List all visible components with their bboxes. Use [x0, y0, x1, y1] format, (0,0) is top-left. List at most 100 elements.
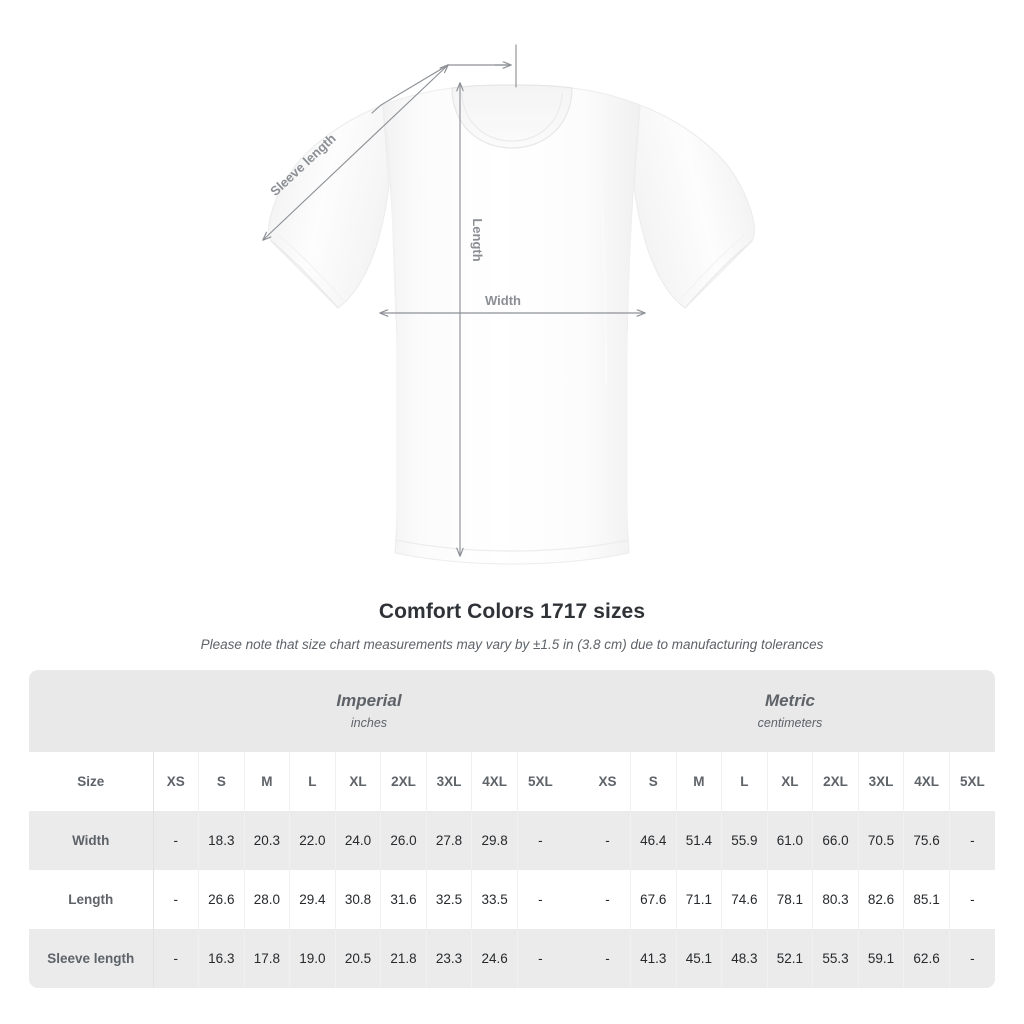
cell-width-imperial-s: 18.3 [198, 811, 245, 870]
right-sleeve-hem-inner [678, 233, 747, 302]
length-label: Length [470, 218, 485, 261]
cell-sleeve-length-metric-2xl: 55.3 [812, 929, 859, 988]
size-column-header-xs-metric: XS [584, 752, 631, 811]
unit-banner-metric: Metric centimeters [584, 670, 995, 752]
size-header-label: Size [29, 752, 153, 811]
cell-sleeve-length-imperial-3xl: 23.3 [425, 929, 472, 988]
cell-sleeve-length-imperial-2xl: 21.8 [380, 929, 427, 988]
unit-banner-imperial: Imperial inches [153, 670, 585, 752]
cell-width-metric-s: 46.4 [630, 811, 677, 870]
row-label-length: Length [29, 870, 153, 929]
cell-width-imperial-4xl: 29.8 [471, 811, 518, 870]
cell-length-imperial-5xl: - [516, 870, 563, 929]
cell-sleeve-length-metric-xl: 52.1 [766, 929, 813, 988]
unit-subtitle: centimeters [757, 716, 823, 730]
size-column-header-xl-metric: XL [766, 752, 813, 811]
size-column-header-s-metric: S [630, 752, 677, 811]
shirt-body [382, 84, 641, 565]
size-column-header-5xl-imperial: 5XL [516, 752, 563, 811]
cell-width-metric-2xl: 66.0 [812, 811, 859, 870]
tolerance-note: Please note that size chart measurements… [200, 637, 824, 652]
cell-width-imperial-5xl: - [516, 811, 563, 870]
cell-sleeve-length-imperial-5xl: - [516, 929, 563, 988]
section-gap [562, 870, 585, 929]
cell-sleeve-length-imperial-s: 16.3 [198, 929, 245, 988]
size-column-header-3xl-metric: 3XL [857, 752, 904, 811]
tshirt-graphic [268, 84, 755, 565]
tshirt-illustration: Sleeve length Length Width [0, 44, 755, 565]
table-row: Sleeve length -16.3 17.8 19.0 20.5 21.8 23.3 24… [29, 929, 995, 988]
cell-width-metric-xs: - [584, 811, 631, 870]
cell-sleeve-length-metric-s: 41.3 [630, 929, 677, 988]
right-sleeve [633, 104, 755, 309]
unit-banner-spacer [29, 670, 153, 752]
size-column-header-m-metric: M [675, 752, 722, 811]
measurement-annotations [263, 44, 645, 556]
cell-length-imperial-m: 28.0 [243, 870, 290, 929]
cell-width-imperial-l: 22.0 [289, 811, 336, 870]
left-sleeve-hem [270, 240, 339, 309]
width-label: Width [485, 293, 521, 308]
section-gap [562, 752, 585, 811]
cell-sleeve-length-metric-3xl: 59.1 [857, 929, 904, 988]
title-block: Comfort Colors 1717 sizes Please note th… [0, 598, 1024, 653]
cell-length-metric-4xl: 85.1 [903, 870, 950, 929]
cell-length-metric-m: 71.1 [675, 870, 722, 929]
unit-name: Metric [764, 691, 816, 710]
cell-sleeve-length-imperial-4xl: 24.6 [471, 929, 518, 988]
size-header-row: Size XS S M L XL 2XL 3XL 4XL 5XL XS S M L XL 2XL 3XL 4XL 5… [29, 752, 995, 811]
cell-length-imperial-2xl: 31.6 [380, 870, 427, 929]
cell-sleeve-length-metric-l: 48.3 [721, 929, 768, 988]
cell-sleeve-length-metric-4xl: 62.6 [903, 929, 950, 988]
cell-length-imperial-xl: 30.8 [334, 870, 381, 929]
size-column-header-4xl-metric: 4XL [903, 752, 950, 811]
cell-width-imperial-xs: - [152, 811, 199, 870]
size-column-header-m-imperial: M [243, 752, 290, 811]
cell-width-metric-3xl: 70.5 [857, 811, 904, 870]
cell-length-metric-5xl: - [948, 870, 995, 929]
size-column-header-3xl-imperial: 3XL [425, 752, 472, 811]
cell-length-metric-s: 67.6 [630, 870, 677, 929]
size-column-header-l-imperial: L [289, 752, 336, 811]
size-column-header-2xl-imperial: 2XL [380, 752, 427, 811]
section-gap [562, 929, 585, 988]
cell-width-metric-m: 51.4 [675, 811, 722, 870]
cell-width-metric-5xl: - [948, 811, 995, 870]
cell-width-imperial-2xl: 26.0 [380, 811, 427, 870]
cell-length-metric-l: 74.6 [721, 870, 768, 929]
cell-sleeve-length-imperial-xs: - [152, 929, 199, 988]
cell-length-metric-xl: 78.1 [766, 870, 813, 929]
size-column-header-xl-imperial: XL [334, 752, 381, 811]
cell-sleeve-length-imperial-m: 17.8 [243, 929, 290, 988]
cell-length-metric-xs: - [584, 870, 631, 929]
table-row: Width -18.3 20.3 22.0 24.0 26.0 27.8 29.8- -46.4… [29, 811, 995, 870]
cell-width-imperial-m: 20.3 [243, 811, 290, 870]
cell-width-metric-4xl: 75.6 [903, 811, 950, 870]
sleeve-length-dimension-line [263, 65, 448, 240]
cell-length-imperial-4xl: 33.5 [471, 870, 518, 929]
cell-length-metric-3xl: 82.6 [857, 870, 904, 929]
cell-width-metric-xl: 61.0 [766, 811, 813, 870]
cell-sleeve-length-metric-xs: - [584, 929, 631, 988]
fabric-fold-2 [599, 174, 607, 386]
cell-length-imperial-s: 26.6 [198, 870, 245, 929]
row-label-sleeve-length: Sleeve length [29, 929, 153, 988]
size-column-header-s-imperial: S [198, 752, 245, 811]
right-shoulder-seam [626, 111, 638, 321]
unit-banner-row: Imperial inches Metric centimeters [29, 670, 995, 752]
size-column-header-xs-imperial: XS [152, 752, 199, 811]
row-label-width: Width [29, 811, 153, 870]
cell-width-metric-l: 55.9 [721, 811, 768, 870]
unit-subtitle: inches [350, 716, 388, 730]
page-title: Comfort Colors 1717 sizes [378, 600, 646, 623]
cell-width-imperial-3xl: 27.8 [425, 811, 472, 870]
cell-sleeve-length-metric-m: 45.1 [675, 929, 722, 988]
unit-name: Imperial [336, 691, 402, 710]
cell-length-metric-2xl: 80.3 [812, 870, 859, 929]
bottom-hem [395, 539, 630, 552]
section-gap [562, 811, 585, 870]
size-column-header-5xl-metric: 5XL [948, 752, 995, 811]
size-chart-table: Imperial inches Metric centimeters Size XS S M L… [29, 670, 995, 988]
right-sleeve-hem [684, 240, 753, 309]
cell-width-imperial-xl: 24.0 [334, 811, 381, 870]
